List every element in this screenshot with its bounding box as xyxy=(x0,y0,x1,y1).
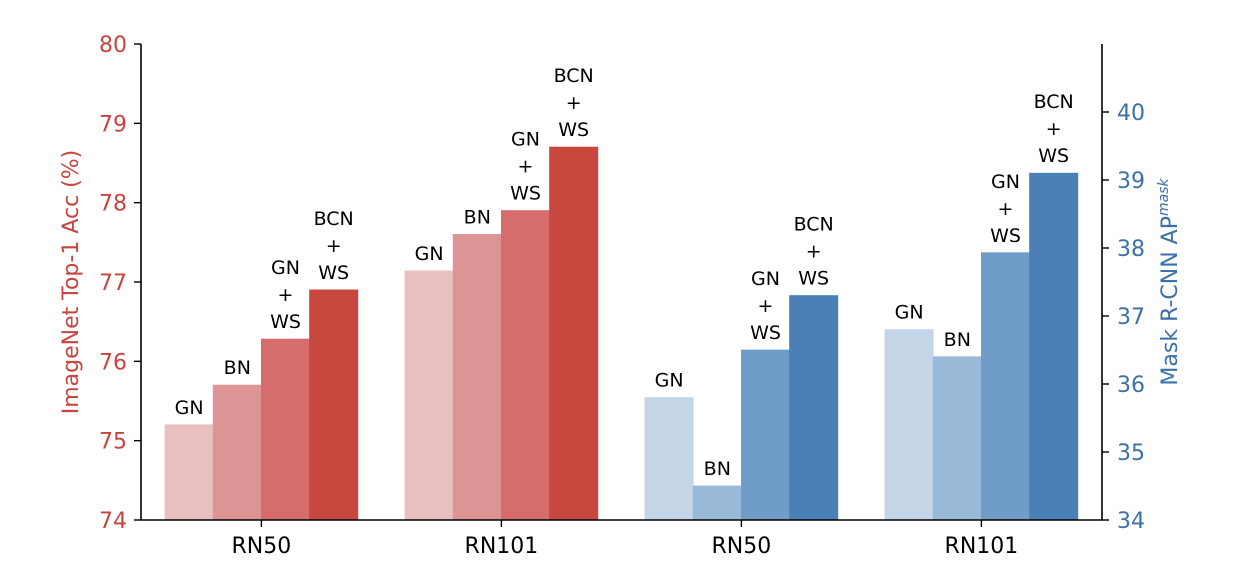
bar-label: WS xyxy=(558,119,589,141)
bar-label: WS xyxy=(1038,145,1069,167)
left-y-tick-label: 78 xyxy=(99,192,127,217)
bar-label: BN xyxy=(944,329,971,351)
bar-left-rn101-bcn-ws xyxy=(549,146,599,521)
bar-label: BCN xyxy=(794,214,834,236)
left-y-tick-label: 74 xyxy=(99,509,127,534)
right-y-tick-label: 36 xyxy=(1117,373,1145,398)
bar-right-rn50-gn xyxy=(644,397,694,521)
bar-label: WS xyxy=(750,322,781,344)
bar-right-rn101-bcn-ws xyxy=(1029,172,1079,521)
bar-label: GN xyxy=(895,302,924,324)
bar-label: GN xyxy=(991,171,1020,193)
bar-right-rn50-bn xyxy=(692,485,742,521)
bar-label: GN xyxy=(751,268,780,290)
bar-label: BN xyxy=(704,458,731,480)
right-y-tick-label: 39 xyxy=(1117,169,1145,194)
bar-label: GN xyxy=(655,370,684,392)
bar-label: + xyxy=(758,295,774,317)
bar-left-rn101-bn xyxy=(452,233,502,521)
bar-left-rn101-gn xyxy=(404,270,454,521)
bar-label: WS xyxy=(270,311,301,333)
bar-label: GN xyxy=(175,397,204,419)
bars-layer xyxy=(164,146,1079,521)
bar-label: WS xyxy=(510,183,541,205)
bar-right-rn101-gn xyxy=(884,329,934,521)
right-y-axis-ticks: 34 35 36 37 38 39 40 xyxy=(1102,101,1145,534)
bar-label: + xyxy=(278,284,294,306)
left-y-tick-label: 77 xyxy=(99,271,127,296)
right-y-tick-label: 38 xyxy=(1117,237,1145,262)
bar-label: GN xyxy=(511,129,540,151)
bar-right-rn50-bcn-ws xyxy=(789,295,839,521)
bar-label: WS xyxy=(318,262,349,284)
bar-label: WS xyxy=(798,268,829,290)
x-axis-ticks: RN50 RN101 RN50 RN101 xyxy=(232,520,1019,559)
bar-left-rn50-bcn-ws xyxy=(309,289,359,521)
right-y-axis-label: Mask R-CNN APmask xyxy=(1156,178,1183,386)
right-y-axis-label-superscript: mask xyxy=(1156,178,1172,217)
bar-label: BN xyxy=(464,206,491,228)
bar-label: + xyxy=(1046,118,1062,140)
bar-label: BCN xyxy=(554,65,594,87)
left-y-tick-label: 76 xyxy=(99,350,127,375)
bar-label: + xyxy=(566,92,582,114)
bar-label: + xyxy=(998,198,1014,220)
right-y-axis-label-main: Mask R-CNN AP xyxy=(1158,216,1183,386)
right-y-tick-label: 37 xyxy=(1117,305,1145,330)
left-y-tick-label: 79 xyxy=(99,112,127,137)
bar-right-rn50-gn-ws xyxy=(741,349,791,521)
bar-right-rn101-bn xyxy=(932,356,982,521)
bar-left-rn101-gn-ws xyxy=(500,210,550,521)
x-tick-label: RN50 xyxy=(712,534,772,559)
bar-labels-layer: GN BN GN + WS BCN + WS GN BN GN + WS BCN + WS GN BN GN + WS B… xyxy=(175,65,1074,480)
bar-label: GN xyxy=(415,243,444,265)
bar-left-rn50-gn-ws xyxy=(260,338,310,521)
right-y-tick-label: 34 xyxy=(1117,509,1145,534)
bar-left-rn50-gn xyxy=(164,424,214,521)
x-tick-label: RN50 xyxy=(232,534,292,559)
bar-label: BN xyxy=(224,357,251,379)
right-y-tick-label: 35 xyxy=(1117,441,1145,466)
bar-label: + xyxy=(518,156,534,178)
left-y-axis-label: ImageNet Top-1 Acc (%) xyxy=(59,150,84,414)
bar-label: + xyxy=(806,241,822,263)
bar-label: WS xyxy=(990,225,1021,247)
left-y-axis-ticks: 74 75 76 77 78 79 80 xyxy=(99,33,141,534)
x-tick-label: RN101 xyxy=(945,534,1019,559)
bar-label: GN xyxy=(271,257,300,279)
left-y-tick-label: 75 xyxy=(99,430,127,455)
bar-left-rn50-bn xyxy=(212,384,262,521)
right-y-tick-label: 40 xyxy=(1117,101,1145,126)
bar-label: BCN xyxy=(314,208,354,230)
bar-right-rn101-gn-ws xyxy=(981,252,1031,521)
x-tick-label: RN101 xyxy=(465,534,539,559)
left-y-tick-label: 80 xyxy=(99,33,127,58)
bar-label: BCN xyxy=(1034,91,1074,113)
bar-label: + xyxy=(326,235,342,257)
